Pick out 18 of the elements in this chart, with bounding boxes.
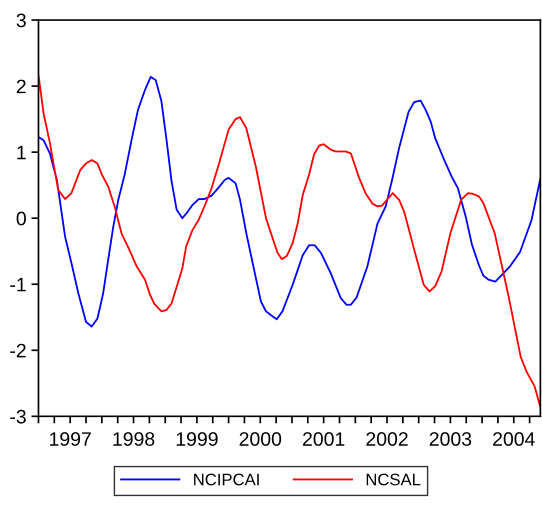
- y-tick-label: 3: [16, 14, 26, 28]
- y-tick-label: -2: [10, 344, 26, 358]
- y-tick-label: -1: [10, 278, 26, 292]
- legend-label: NCSAL: [366, 474, 420, 486]
- y-tick-label: 2: [16, 80, 26, 94]
- x-tick-label: 2003: [430, 432, 472, 446]
- line-series: [38, 76, 540, 328]
- y-tick-label: 0: [16, 212, 26, 226]
- x-tick-label: 1999: [176, 432, 218, 446]
- y-tick-label: -3: [10, 410, 26, 424]
- x-tick-label: 2000: [240, 432, 282, 446]
- y-tick-label: 1: [17, 146, 26, 160]
- x-tick-label: 2002: [366, 432, 408, 446]
- x-tick-label: 2001: [303, 432, 344, 446]
- x-tick-label: 1998: [113, 432, 154, 446]
- legend-label: NCIPCAI: [194, 474, 259, 486]
- x-tick-label: 2004: [493, 432, 535, 446]
- x-tick-label: 1997: [50, 432, 91, 446]
